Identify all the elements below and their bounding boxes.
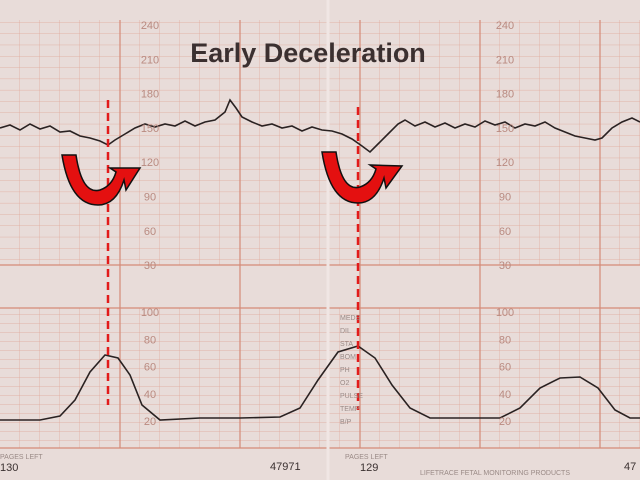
uc-scale-label: 80 (144, 334, 156, 346)
chart-note: DIL (340, 328, 351, 335)
fhr-scale-label: 240 (496, 20, 514, 32)
uc-trace (0, 345, 640, 421)
fhr-scale-label: 90 (499, 192, 511, 204)
footer-page-1: 130 (0, 462, 18, 474)
chart-note: TEMP (340, 406, 360, 413)
footer-pages-left-1: PAGES LEFT (0, 454, 43, 461)
uc-scale-label: 60 (144, 362, 156, 374)
fhr-scale-label: 60 (499, 226, 511, 238)
uc-scale-label: 20 (144, 416, 156, 428)
uc-scale-label: 100 (141, 307, 159, 319)
uc-scale-label: 60 (499, 362, 511, 374)
fhr-scale-label: 30 (144, 260, 156, 272)
fhr-scale-label: 180 (141, 89, 159, 101)
fhr-scale-label: 60 (144, 226, 156, 238)
labels: 240 210 180 150 120 90 60 30 100 80 60 40 20 240 210 18… (0, 20, 636, 477)
fhr-scale-label: 240 (141, 20, 159, 32)
footer-brand: LIFETRACE FETAL MONITORING PRODUCTS (420, 470, 570, 477)
title: Early Deceleration (190, 38, 426, 68)
chart-note: PH (340, 367, 350, 374)
chart-note: O2 (340, 380, 349, 387)
chart-note: MEDS (340, 315, 361, 322)
footer-page-2: 129 (360, 462, 378, 474)
uc-scale-label: 40 (499, 389, 511, 401)
chart-note: B/P (340, 419, 352, 426)
chart-note: BOM (340, 354, 356, 361)
chart-note: PULSE (340, 393, 363, 400)
uc-scale-label: 100 (496, 307, 514, 319)
uc-scale-label: 40 (144, 389, 156, 401)
uc-scale-label: 80 (499, 334, 511, 346)
fhr-scale-label: 150 (141, 123, 159, 135)
uc-scale-label: 20 (499, 416, 511, 428)
fhr-scale-label: 120 (496, 157, 514, 169)
alignment-lines (106, 100, 360, 410)
footer-serial: 47971 (270, 461, 301, 473)
fhr-scale-label: 150 (496, 123, 514, 135)
fhr-scale-label: 120 (141, 157, 159, 169)
fhr-scale-label: 210 (141, 54, 159, 66)
fhr-scale-label: 210 (496, 54, 514, 66)
fhr-scale-label: 180 (496, 89, 514, 101)
fhr-grid (0, 20, 640, 265)
footer-pages-left-2: PAGES LEFT (345, 454, 388, 461)
chart-note: STA (340, 341, 353, 348)
arrows (61, 151, 404, 206)
fhr-scale-label: 90 (144, 192, 156, 204)
footer-serial-2: 47 (624, 461, 636, 473)
fhr-scale-label: 30 (499, 260, 511, 272)
